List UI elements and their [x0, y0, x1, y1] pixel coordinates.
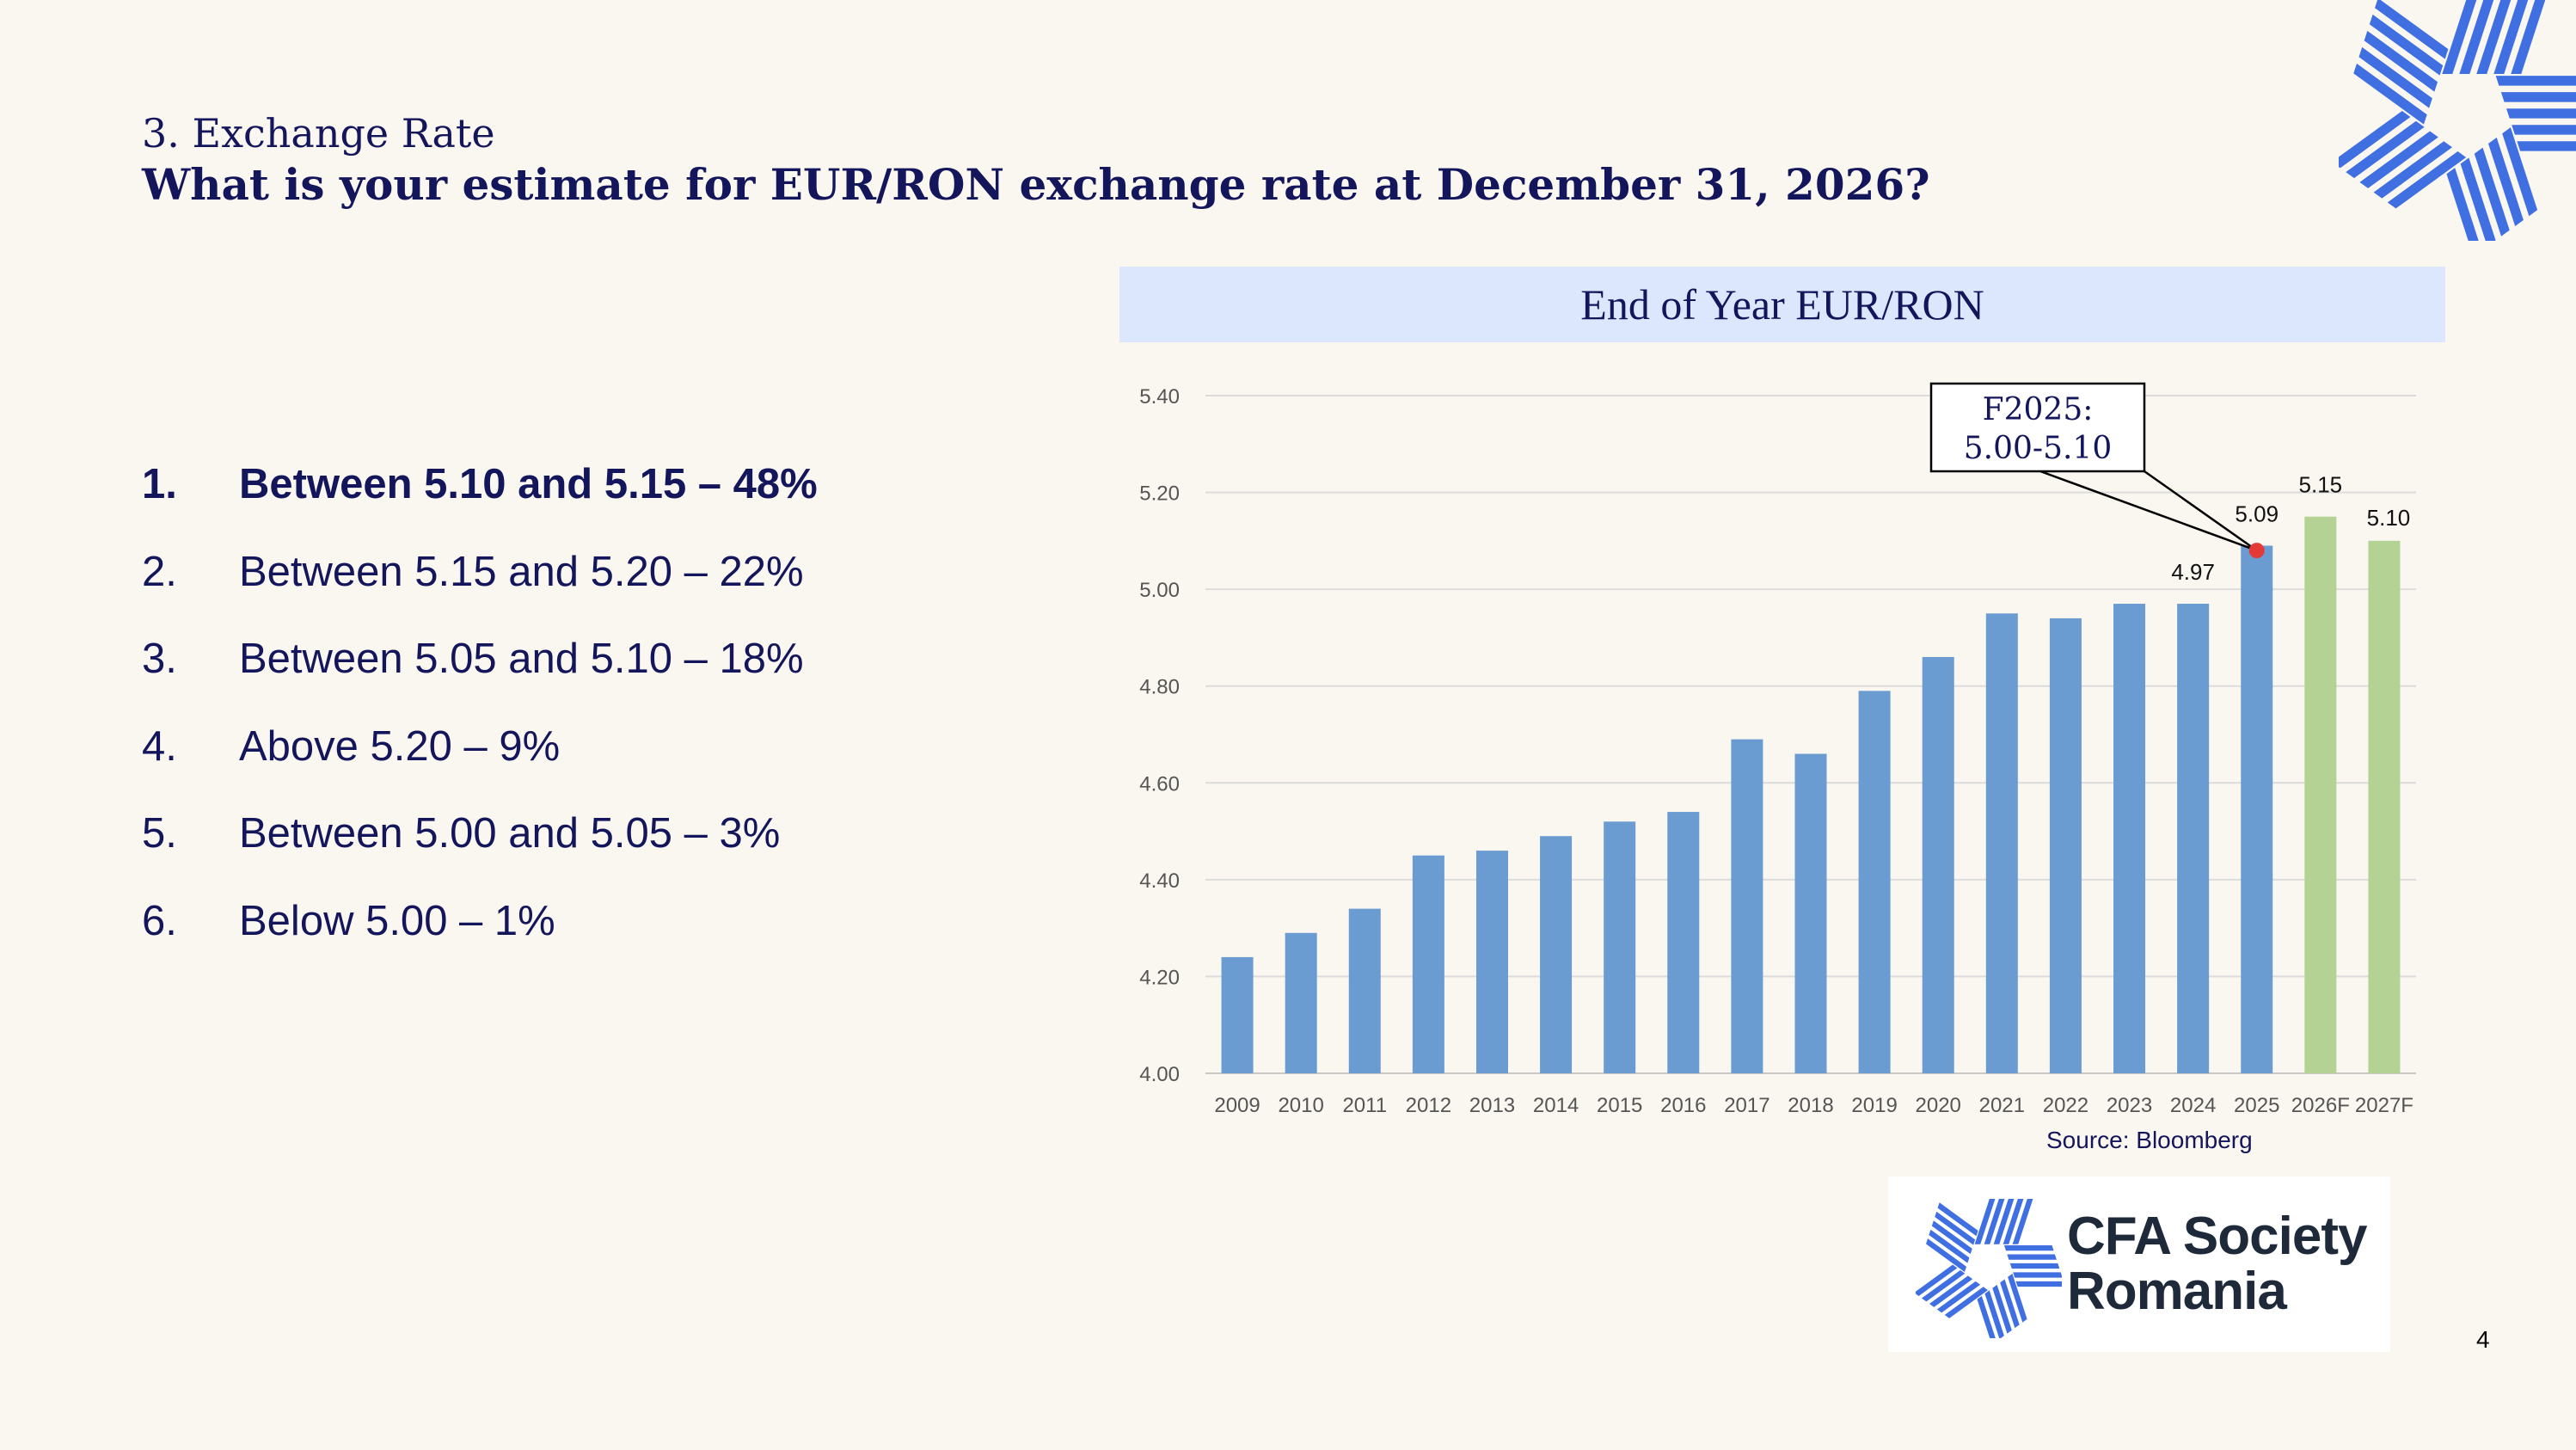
result-number: 4.: [142, 722, 177, 770]
x-tick-label: 2009: [1214, 1094, 1260, 1117]
bar: [2368, 540, 2401, 1073]
data-label: 5.10: [2367, 505, 2411, 531]
bar: [1667, 812, 1700, 1073]
cfa-logo: CFA Society Romania: [1888, 1177, 2390, 1352]
bar: [1604, 821, 1636, 1073]
y-tick-label: 4.80: [1139, 676, 1180, 699]
result-number: 6.: [142, 897, 177, 944]
y-tick-label: 5.00: [1139, 579, 1180, 602]
logo-line1: CFA Society: [2067, 1207, 2367, 1266]
result-number: 5.: [142, 810, 177, 857]
corner-emblem-icon: [2339, 0, 2576, 241]
bar: [1794, 753, 1827, 1073]
annotation-range: 5.00-5.10: [1964, 431, 2112, 466]
result-number: 2.: [142, 548, 177, 595]
annotation-title: F2025:: [1983, 392, 2094, 427]
x-tick-label: 2026F: [2291, 1094, 2350, 1117]
x-tick-label: 2023: [2107, 1094, 2152, 1117]
x-tick-label: 2016: [1660, 1094, 1706, 1117]
y-tick-label: 4.00: [1139, 1063, 1180, 1086]
y-tick-label: 4.60: [1139, 772, 1180, 796]
x-tick-label: 2015: [1597, 1094, 1642, 1117]
bar: [1285, 932, 1317, 1073]
result-text: Below 5.00 – 1%: [239, 897, 555, 944]
annotation-marker: [2248, 543, 2265, 559]
x-tick-label: 2013: [1469, 1094, 1515, 1117]
bar: [1540, 836, 1573, 1073]
result-text: Between 5.05 and 5.10 – 18%: [239, 636, 804, 682]
bar: [1731, 739, 1763, 1073]
result-number: 3.: [142, 636, 177, 682]
chart-source: Source: Bloomberg: [2046, 1127, 2253, 1153]
logo-text: CFA Society Romania: [2067, 1207, 2367, 1321]
chart-title: End of Year EUR/RON: [1119, 267, 2445, 342]
data-label: 5.15: [2299, 472, 2343, 498]
bar: [1221, 956, 1254, 1073]
x-tick-label: 2025: [2234, 1094, 2279, 1117]
data-label: 4.97: [2171, 559, 2215, 585]
result-text: Between 5.15 and 5.20 – 22%: [239, 548, 804, 595]
logo-line2: Romania: [2067, 1262, 2287, 1321]
bar: [1475, 851, 1508, 1073]
y-tick-label: 4.40: [1139, 869, 1180, 893]
x-tick-label: 2021: [1979, 1094, 2025, 1117]
result-text: Between 5.00 and 5.05 – 3%: [239, 810, 781, 857]
bar: [2049, 617, 2082, 1073]
x-tick-label: 2017: [1724, 1094, 1769, 1117]
annotation-box: [1929, 382, 2146, 473]
bar: [1858, 691, 1891, 1073]
result-number: 1.: [142, 461, 177, 507]
x-tick-label: 2018: [1788, 1094, 1833, 1117]
bar: [2241, 545, 2273, 1073]
x-tick-label: 2020: [1916, 1094, 1961, 1117]
x-tick-label: 2011: [1342, 1094, 1387, 1117]
x-tick-label: 2012: [1406, 1094, 1451, 1117]
slide-subtitle: 3. Exchange Rate: [142, 110, 495, 157]
y-tick-label: 5.20: [1139, 482, 1180, 506]
x-tick-label: 2019: [1851, 1094, 1897, 1117]
x-tick-label: 2014: [1533, 1094, 1579, 1117]
bar: [1412, 855, 1444, 1073]
result-text: Above 5.20 – 9%: [239, 722, 561, 770]
bar: [1985, 613, 2018, 1073]
x-tick-label: 2010: [1278, 1094, 1323, 1117]
x-tick-label: 2027F: [2355, 1094, 2413, 1117]
result-text: Between 5.10 and 5.15 – 48%: [239, 461, 818, 507]
y-tick-label: 4.20: [1139, 966, 1180, 989]
x-tick-label: 2022: [2043, 1094, 2088, 1117]
page-number: 4: [2476, 1326, 2490, 1353]
annotation-pointer: [2144, 470, 2258, 552]
slide-question: What is your estimate for EUR/RON exchan…: [142, 159, 1930, 210]
bar: [1348, 908, 1381, 1073]
bar: [2177, 604, 2210, 1073]
bar: [1922, 656, 1954, 1073]
data-label: 5.09: [2235, 501, 2279, 526]
bar: [2304, 516, 2337, 1073]
bar: [2113, 604, 2146, 1073]
annotation-pointer: [2039, 470, 2258, 552]
y-tick-label: 5.40: [1139, 385, 1180, 409]
cfa-emblem-icon: [1916, 1199, 2062, 1338]
x-tick-label: 2024: [2170, 1094, 2216, 1117]
